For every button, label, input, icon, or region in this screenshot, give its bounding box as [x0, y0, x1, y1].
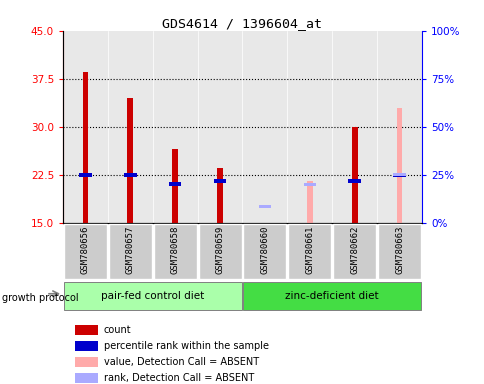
Text: value, Detection Call = ABSENT: value, Detection Call = ABSENT	[104, 357, 258, 367]
Text: zinc-deficient diet: zinc-deficient diet	[285, 291, 378, 301]
Bar	[127, 98, 133, 223]
Bar	[108, 224, 151, 279]
Bar	[333, 224, 376, 279]
Bar	[153, 224, 197, 279]
Bar	[198, 224, 241, 279]
Text: GSM780660: GSM780660	[260, 225, 269, 274]
Bar	[75, 341, 97, 351]
Text: GSM780656: GSM780656	[81, 225, 90, 274]
Bar	[64, 282, 241, 310]
Bar	[393, 173, 405, 176]
Text: pair-fed control diet: pair-fed control diet	[101, 291, 204, 301]
Text: count: count	[104, 325, 131, 335]
Text: growth protocol: growth protocol	[2, 293, 79, 303]
Text: GSM780661: GSM780661	[304, 225, 314, 274]
Title: GDS4614 / 1396604_at: GDS4614 / 1396604_at	[162, 17, 322, 30]
Bar	[243, 282, 420, 310]
Text: GSM780662: GSM780662	[349, 225, 359, 274]
Text: rank, Detection Call = ABSENT: rank, Detection Call = ABSENT	[104, 373, 254, 383]
Bar	[258, 205, 271, 208]
Text: GSM780658: GSM780658	[170, 225, 180, 274]
Bar	[64, 224, 107, 279]
Bar	[75, 357, 97, 367]
Bar	[217, 168, 223, 223]
Bar	[303, 183, 316, 186]
Bar	[172, 149, 178, 223]
Bar	[287, 224, 331, 279]
Bar	[79, 173, 91, 177]
Bar	[243, 224, 286, 279]
Bar	[348, 179, 360, 183]
Bar	[306, 181, 312, 223]
Bar	[124, 173, 136, 177]
Bar	[82, 72, 88, 223]
Bar	[213, 179, 226, 183]
Text: GSM780659: GSM780659	[215, 225, 224, 274]
Text: GSM780663: GSM780663	[394, 225, 403, 274]
Bar	[396, 108, 402, 223]
Bar	[75, 325, 97, 335]
Bar	[75, 373, 97, 382]
Bar	[351, 127, 357, 223]
Bar	[393, 173, 405, 177]
Bar	[377, 224, 420, 279]
Text: percentile rank within the sample: percentile rank within the sample	[104, 341, 268, 351]
Bar	[168, 182, 181, 186]
Text: GSM780657: GSM780657	[125, 225, 135, 274]
